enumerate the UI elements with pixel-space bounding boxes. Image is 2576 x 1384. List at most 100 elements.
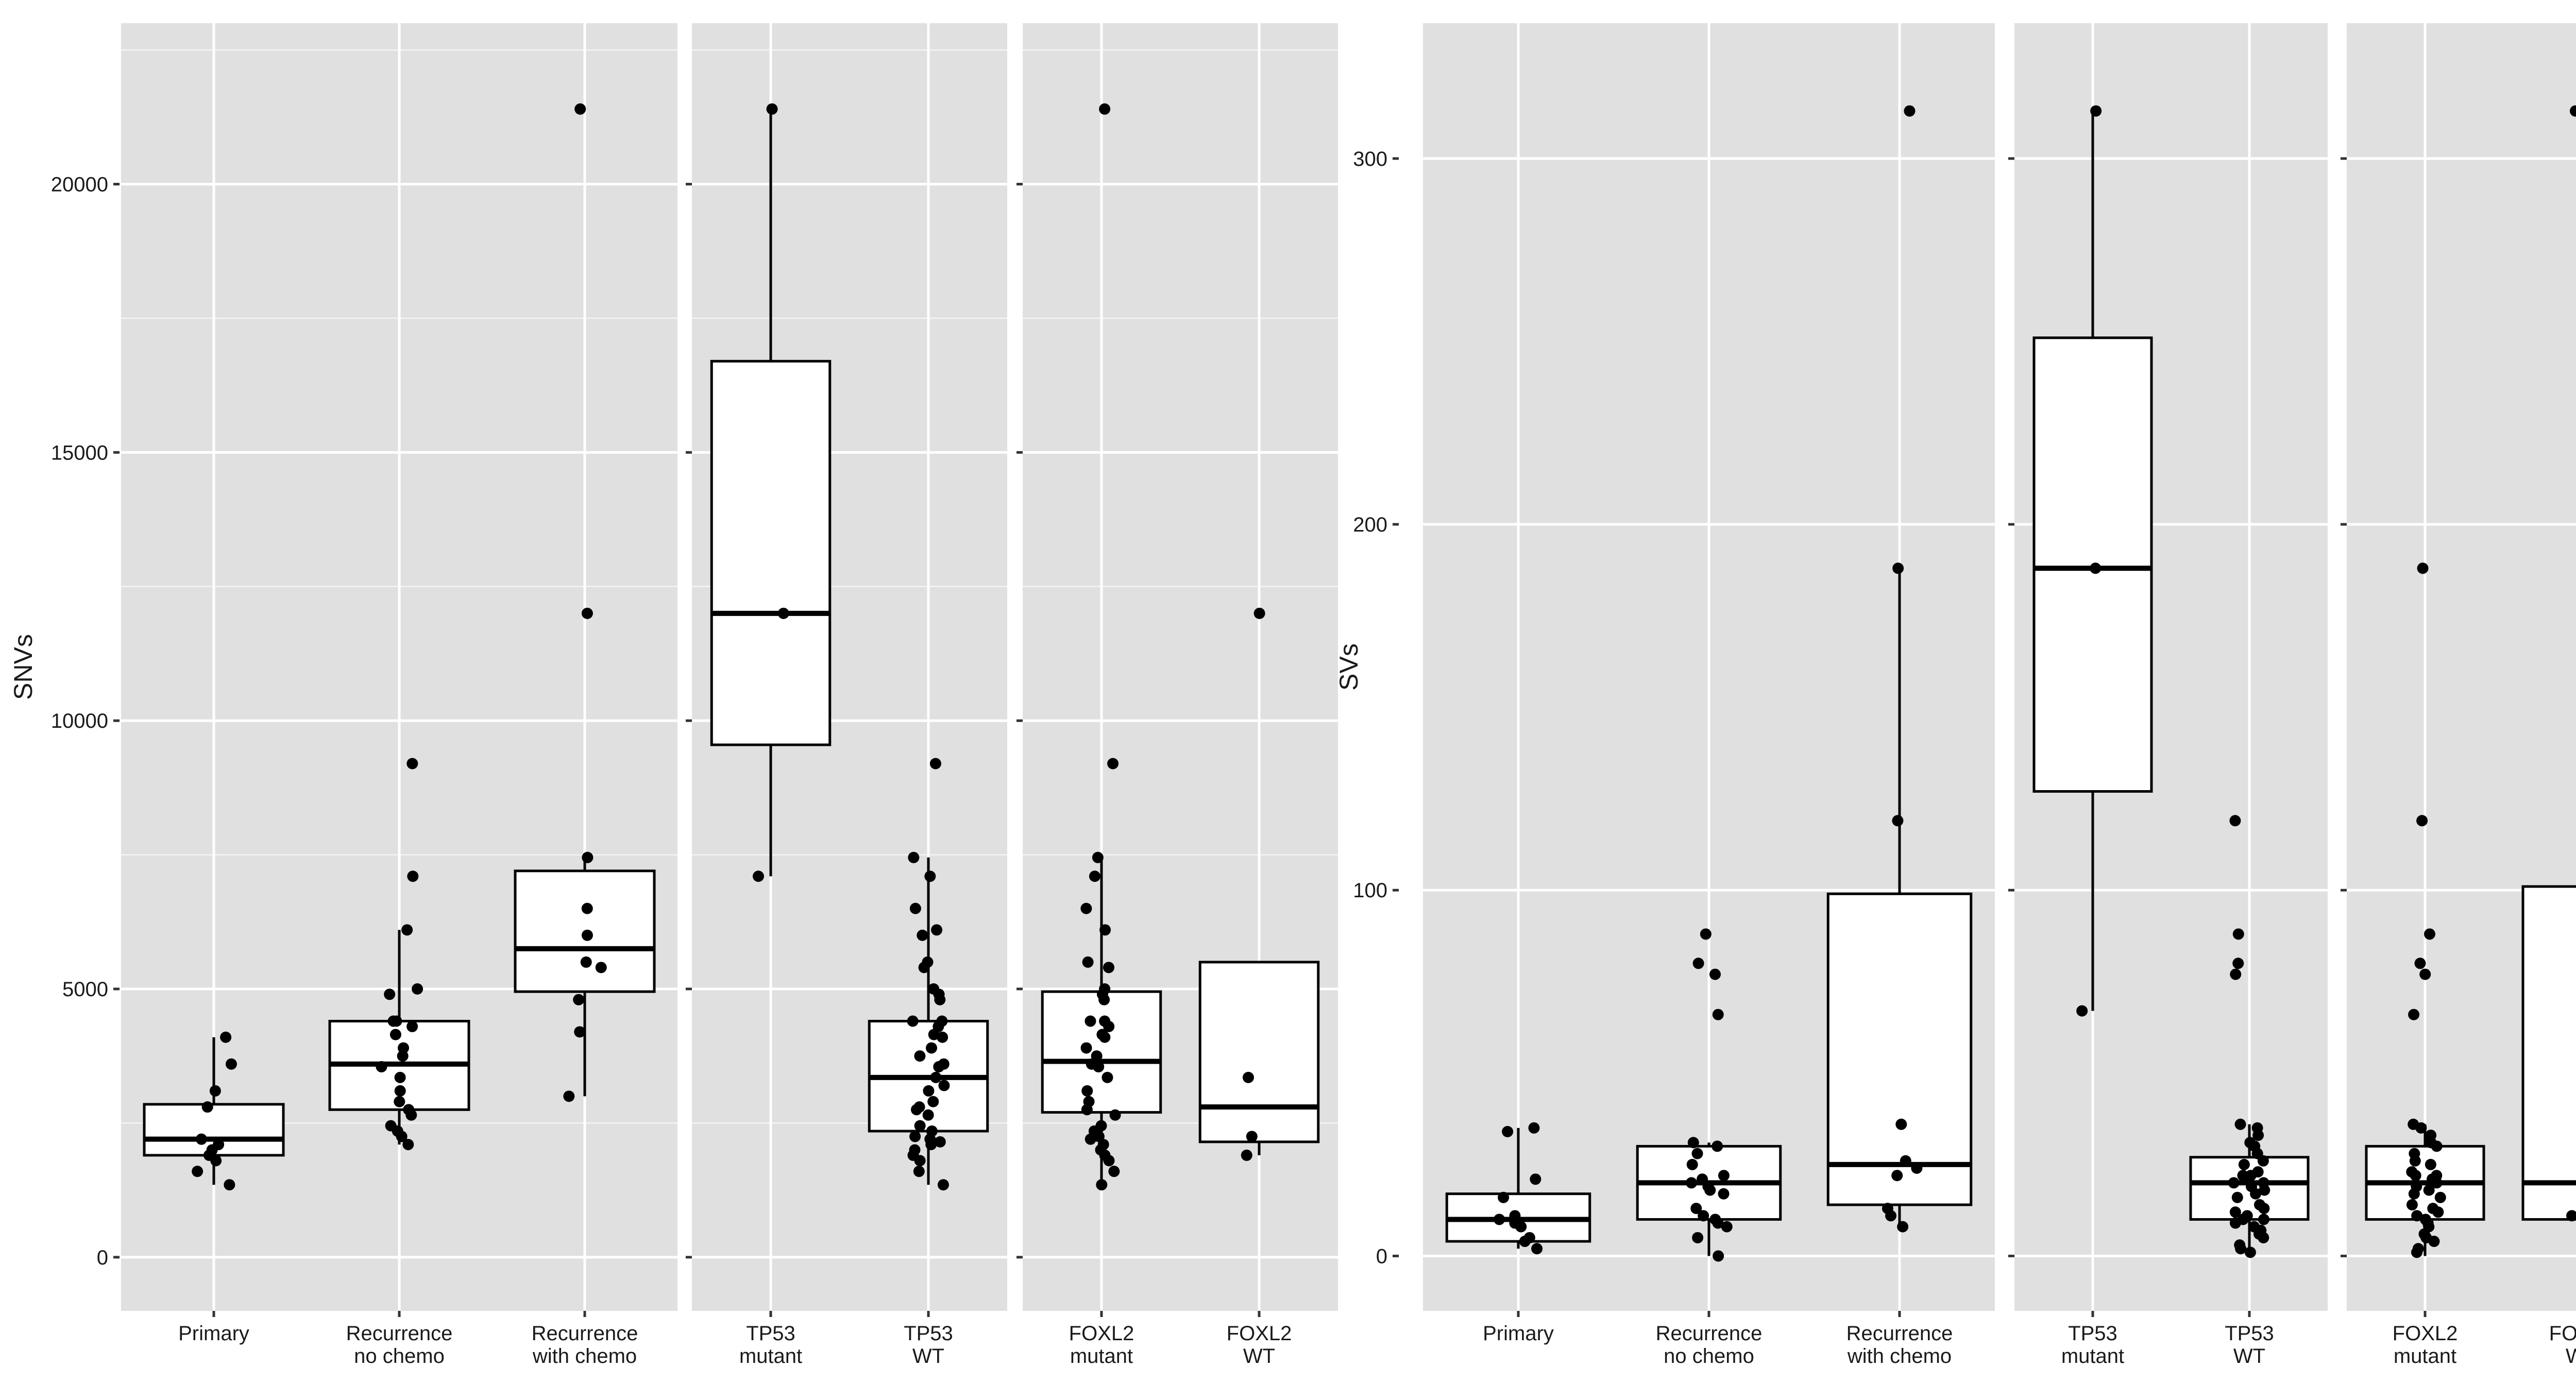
data-point (1690, 1203, 1702, 1215)
x-tick-label: FOXL2 (1227, 1322, 1292, 1345)
chart-snvs: SNVs 0 5000 10000 15000 20000 Primary Recurrenc… (9, 23, 1338, 1368)
data-point (1911, 1163, 1923, 1174)
data-point (1892, 562, 1904, 574)
data-point (581, 607, 593, 619)
data-point (925, 1042, 937, 1054)
data-point (1687, 1137, 1699, 1149)
data-point (394, 1071, 406, 1083)
data-point (1099, 1015, 1111, 1027)
data-point (927, 1096, 939, 1107)
data-point (2245, 1181, 2257, 1192)
data-point (2244, 1137, 2256, 1149)
data-point (1718, 1170, 1730, 1182)
y-tick-label: 300 (1353, 148, 1387, 170)
x-tick-label: Primary (178, 1322, 249, 1345)
data-point (1498, 1191, 1510, 1203)
data-point (402, 1139, 414, 1151)
data-point (913, 1166, 925, 1177)
data-point (752, 870, 764, 882)
y-tick-label: 100 (1353, 879, 1387, 902)
data-point (407, 870, 419, 882)
data-point (2434, 1191, 2446, 1203)
data-point (394, 1085, 406, 1097)
data-point (1904, 105, 1916, 117)
data-point (209, 1085, 221, 1097)
data-point (2566, 1210, 2576, 1222)
data-point (2406, 1166, 2418, 1178)
data-point (1099, 924, 1111, 936)
data-point (1530, 1173, 1541, 1185)
data-point (2090, 562, 2102, 574)
data-point (937, 1179, 949, 1191)
data-point (1086, 1058, 1097, 1070)
x-tick-label: TP53 (746, 1322, 795, 1345)
data-point (574, 1026, 586, 1038)
data-point (929, 758, 941, 770)
data-point (1241, 1149, 1252, 1161)
data-point (1892, 815, 1904, 827)
data-point (213, 1139, 225, 1151)
data-point (2419, 968, 2431, 980)
box-iqr (2521, 885, 2576, 1221)
data-point (225, 1058, 237, 1070)
y-tick-label: 200 (1353, 514, 1387, 536)
x-tick-label: WT (2566, 1345, 2576, 1368)
x-tick-label: FOXL2 (1069, 1322, 1134, 1345)
x-tick-label: WT (1243, 1345, 1275, 1368)
y-tick-label: 20000 (51, 174, 108, 196)
data-point (595, 962, 607, 973)
data-point (1891, 1170, 1903, 1182)
data-point (2258, 1214, 2269, 1225)
data-point (1096, 1179, 1108, 1191)
data-point (406, 758, 418, 770)
data-point (224, 1179, 235, 1191)
data-point (2417, 562, 2429, 574)
data-point (1697, 1173, 1708, 1185)
data-point (2090, 105, 2102, 117)
data-point (389, 1029, 401, 1040)
x-tick-label: Primary (1483, 1322, 1554, 1345)
data-point (1089, 870, 1100, 882)
data-point (1712, 1009, 1724, 1020)
data-point (917, 929, 928, 941)
data-point (2076, 1005, 2088, 1017)
data-point (914, 1050, 926, 1062)
data-point (2232, 928, 2244, 940)
data-point (1107, 758, 1119, 770)
data-point (1246, 1131, 1258, 1142)
data-point (928, 983, 940, 995)
data-point (2229, 1206, 2241, 1218)
data-point (384, 988, 396, 1000)
data-point (938, 1080, 950, 1091)
data-point (1096, 1029, 1108, 1040)
data-point (1897, 1221, 1909, 1233)
data-point (1686, 1158, 1698, 1170)
data-point (1711, 1140, 1723, 1152)
data-point (934, 1136, 946, 1148)
data-point (2241, 1210, 2253, 1222)
data-point (2409, 1148, 2420, 1159)
data-point (220, 1031, 232, 1043)
data-point (1081, 1085, 1093, 1097)
y-tick-label: 5000 (62, 978, 108, 1001)
data-point (2569, 105, 2576, 117)
data-point (766, 103, 778, 115)
data-point (2419, 1214, 2431, 1225)
data-point (573, 994, 585, 1005)
data-point (909, 1144, 921, 1156)
data-point (1709, 968, 1721, 980)
y-tick-label: 15000 (51, 441, 108, 464)
x-tick-label: mutant (2061, 1345, 2124, 1368)
data-point (908, 851, 920, 863)
data-point (1692, 958, 1704, 969)
data-point (1253, 607, 1265, 619)
data-point (201, 1101, 213, 1113)
box-iqr (1198, 961, 1320, 1143)
